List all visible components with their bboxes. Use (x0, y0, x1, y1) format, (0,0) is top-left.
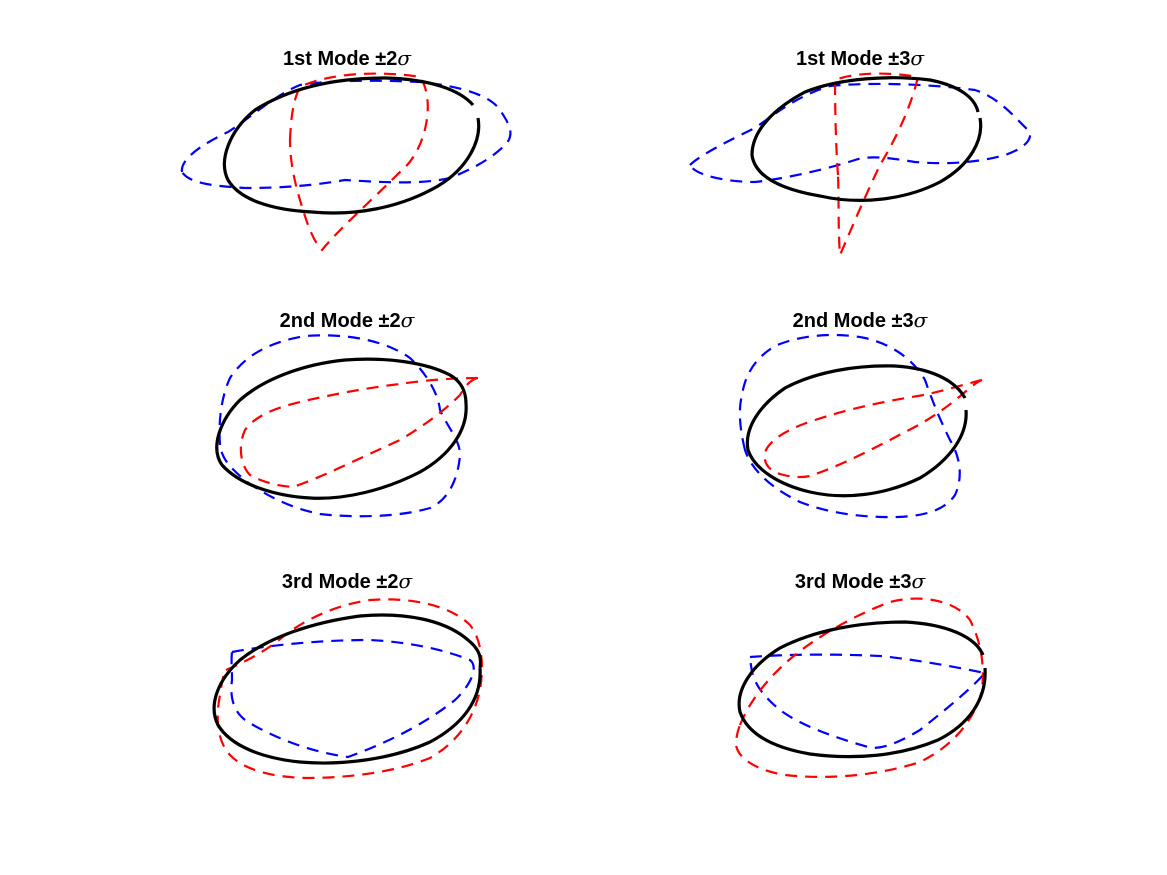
panel-title: 3rd Mode ±2σ (282, 569, 414, 593)
panel-title: 1st Mode ±2σ (283, 46, 412, 70)
mean-shape (222, 76, 481, 215)
panel-title: 2nd Mode ±2σ (280, 308, 416, 332)
mean-shape (745, 364, 968, 498)
panel-mode2-2sigma: 2nd Mode ±2σ (215, 308, 479, 518)
panel-title: 3rd Mode ±3σ (795, 569, 927, 593)
panel-mode3-3sigma: 3rd Mode ±3σ (734, 569, 987, 779)
minus-mode-shape (230, 638, 475, 759)
mean-shape (750, 76, 983, 202)
minus-mode-shape (218, 334, 462, 518)
plus-mode-shape (833, 72, 920, 257)
mean-shape (737, 620, 987, 759)
plus-mode-shape (239, 376, 479, 489)
plus-mode-shape (216, 598, 483, 780)
panel-mode3-2sigma: 3rd Mode ±2σ (212, 569, 483, 780)
plus-mode-shape (734, 597, 984, 779)
minus-mode-shape (688, 82, 1032, 184)
mean-shape (215, 357, 468, 500)
panel-title: 1st Mode ±3σ (796, 46, 925, 70)
panel-mode2-3sigma: 2nd Mode ±3σ (738, 308, 983, 519)
panel-mode1-2sigma: 1st Mode ±2σ (180, 46, 512, 252)
panel-mode1-3sigma: 1st Mode ±3σ (688, 46, 1032, 257)
minus-mode-shape (738, 333, 961, 519)
panel-title: 2nd Mode ±3σ (793, 308, 929, 332)
minus-mode-shape (748, 653, 987, 750)
plus-mode-shape (763, 378, 983, 479)
mean-shape (212, 613, 483, 765)
plus-mode-shape (288, 72, 429, 252)
